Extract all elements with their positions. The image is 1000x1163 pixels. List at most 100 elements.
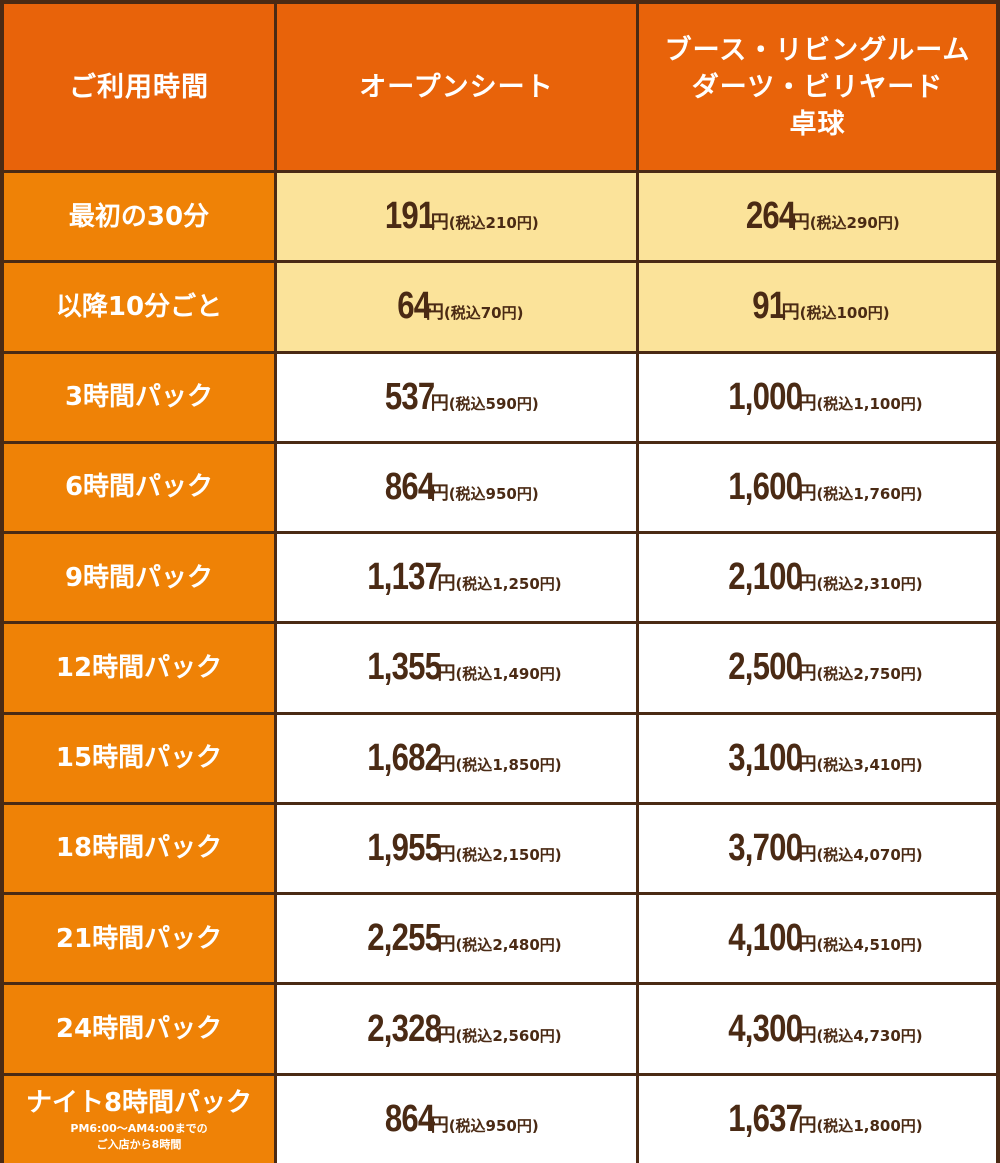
- yen-unit: 円: [437, 843, 456, 865]
- row-label-text: 18時間パック: [55, 833, 223, 864]
- price-booth: 1,000円(税込1,100円): [639, 353, 996, 441]
- price-open-seat: 1,137円(税込1,250円): [277, 534, 636, 622]
- tax-included-price: (税込3,410円): [816, 756, 922, 774]
- tax-suffix: 円): [900, 936, 923, 955]
- row-label: 9時間パック: [4, 534, 274, 622]
- tax-amount: 4,730: [853, 1026, 901, 1045]
- price-amount: 1,137: [367, 556, 443, 599]
- tax-prefix: (税込: [455, 845, 493, 864]
- yen-unit: 円: [437, 753, 456, 775]
- tax-included-price: (税込2,560円): [455, 1027, 561, 1045]
- price-open-seat: 864円(税込950円): [277, 1075, 636, 1163]
- tax-amount: 2,310: [853, 575, 901, 594]
- price-booth: 2,100円(税込2,310円): [639, 534, 996, 622]
- header-booth-line: ダーツ・ビリヤード: [691, 71, 944, 103]
- price-amount: 2,255: [367, 917, 443, 960]
- price-text: 1,682円(税込1,850円): [351, 737, 562, 780]
- price-amount: 64: [396, 285, 431, 328]
- price-text: 3,100円(税込3,410円): [712, 736, 923, 780]
- tax-amount: 100: [836, 304, 868, 323]
- yen-unit: 円: [798, 1114, 817, 1136]
- row-label: 最初の30分: [4, 173, 274, 261]
- price-amount: 264: [746, 195, 796, 238]
- price-booth: 264円(税込290円): [639, 173, 996, 261]
- price-booth: 4,100円(税込4,510円): [639, 895, 996, 983]
- tax-suffix: 円): [539, 755, 562, 774]
- tax-amount: 210: [485, 214, 517, 233]
- tax-prefix: (税込: [443, 304, 481, 323]
- yen-unit: 円: [791, 212, 810, 234]
- tax-amount: 950: [485, 1116, 517, 1135]
- price-text: 1,137円(税込1,250円): [351, 556, 562, 599]
- tax-prefix: (税込: [816, 1116, 854, 1135]
- tax-included-price: (税込1,760円): [816, 485, 922, 503]
- price-booth: 1,600円(税込1,760円): [639, 443, 996, 532]
- price-amount: 2,328: [367, 1007, 443, 1050]
- tax-included-price: (税込2,480円): [455, 936, 561, 954]
- tax-suffix: 円): [516, 214, 539, 233]
- tax-included-price: (税込1,800円): [816, 1117, 922, 1135]
- price-text: 1,000円(税込1,100円): [712, 376, 923, 419]
- row-label-note: ご入店から8時間: [96, 1138, 182, 1152]
- price-text: 2,500円(税込2,750円): [712, 646, 923, 689]
- tax-suffix: 円): [539, 1026, 562, 1045]
- tax-suffix: 円): [516, 394, 539, 413]
- price-amount: 1,955: [367, 826, 443, 869]
- tax-included-price: (税込100円): [800, 304, 890, 322]
- tax-suffix: 円): [900, 755, 923, 774]
- row-label: 3時間パック: [4, 353, 274, 441]
- price-amount: 1,355: [367, 646, 443, 689]
- tax-suffix: 円): [539, 936, 562, 955]
- price-booth: 3,700円(税込4,070円): [639, 804, 996, 893]
- tax-suffix: 円): [516, 1116, 539, 1135]
- yen-unit: 円: [430, 482, 449, 504]
- yen-unit: 円: [798, 392, 817, 414]
- yen-unit: 円: [798, 843, 817, 865]
- price-amount: 864: [385, 1097, 435, 1140]
- tax-prefix: (税込: [448, 394, 486, 413]
- price-text: 64円(税込70円): [390, 285, 524, 328]
- price-open-seat: 1,955円(税込2,150円): [277, 804, 636, 893]
- tax-included-price: (税込2,150円): [455, 846, 561, 864]
- yen-unit: 円: [437, 1024, 456, 1046]
- tax-suffix: 円): [900, 845, 923, 864]
- price-open-seat: 2,328円(税込2,560円): [277, 985, 636, 1073]
- tax-amount: 3,410: [853, 755, 901, 774]
- price-text: 1,355円(税込1,490円): [351, 646, 562, 689]
- tax-included-price: (税込1,100円): [816, 395, 922, 413]
- price-amount: 1,637: [728, 1097, 804, 1140]
- price-table: ご利用時間 オープンシート ブース・リビングルーム ダーツ・ビリヤード 卓球 最…: [4, 4, 996, 1163]
- price-open-seat: 1,355円(税込1,490円): [277, 624, 636, 712]
- price-text: 2,328円(税込2,560円): [351, 1007, 562, 1051]
- tax-included-price: (税込950円): [449, 1117, 539, 1135]
- tax-amount: 1,250: [492, 575, 540, 594]
- tax-suffix: 円): [900, 575, 923, 594]
- tax-included-price: (税込2,310円): [816, 575, 922, 593]
- tax-prefix: (税込: [816, 394, 854, 413]
- price-booth: 3,100円(税込3,410円): [639, 714, 996, 802]
- tax-included-price: (税込290円): [810, 214, 900, 232]
- tax-prefix: (税込: [455, 575, 493, 594]
- price-amount: 3,100: [728, 736, 804, 779]
- header-open-seat-text: オープンシート: [359, 71, 554, 103]
- price-text: 264円(税込290円): [735, 195, 900, 238]
- tax-prefix: (税込: [455, 1026, 493, 1045]
- price-booth: 91円(税込100円): [639, 263, 996, 351]
- tax-suffix: 円): [516, 484, 539, 503]
- price-text: 2,100円(税込2,310円): [712, 556, 923, 599]
- tax-included-price: (税込2,750円): [816, 665, 922, 683]
- tax-included-price: (税込210円): [449, 214, 539, 232]
- row-label: ナイト8時間パック PM6:00〜AM4:00までの ご入店から8時間: [4, 1075, 274, 1163]
- yen-unit: 円: [430, 1114, 449, 1136]
- price-text: 864円(税込950円): [374, 1097, 539, 1141]
- yen-unit: 円: [798, 1024, 817, 1046]
- price-open-seat: 64円(税込70円): [277, 263, 636, 351]
- row-label: 以降10分ごと: [4, 263, 274, 351]
- tax-prefix: (税込: [455, 665, 493, 684]
- header-open-seat: オープンシート: [277, 4, 636, 170]
- tax-included-price: (税込1,250円): [455, 575, 561, 593]
- yen-unit: 円: [798, 663, 817, 685]
- price-text: 1,637円(税込1,800円): [712, 1097, 923, 1141]
- header-booth-line: 卓球: [789, 108, 846, 140]
- tax-suffix: 円): [539, 845, 562, 864]
